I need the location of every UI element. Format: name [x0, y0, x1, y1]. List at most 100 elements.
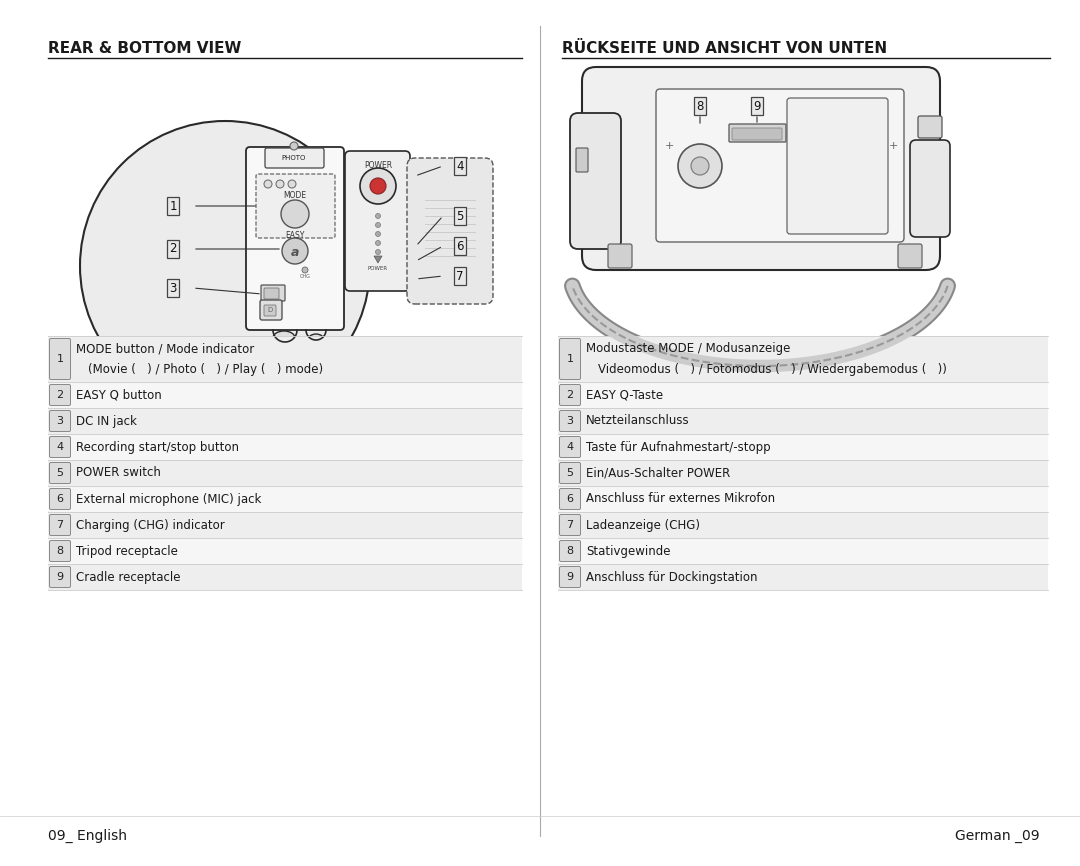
Circle shape	[376, 249, 380, 255]
Circle shape	[376, 241, 380, 245]
Text: POWER: POWER	[364, 161, 392, 171]
FancyBboxPatch shape	[656, 89, 904, 242]
FancyBboxPatch shape	[407, 158, 492, 304]
Text: EASY Q button: EASY Q button	[76, 389, 162, 402]
Text: 9: 9	[753, 100, 760, 113]
Bar	[48, 564, 522, 590]
Text: EASY: EASY	[285, 231, 305, 241]
Text: Recording start/stop button: Recording start/stop button	[76, 441, 239, 454]
Text: 6: 6	[56, 494, 64, 504]
Text: D: D	[268, 307, 272, 313]
Text: PHOTO: PHOTO	[282, 155, 307, 161]
Text: 2: 2	[170, 242, 177, 255]
Text: 4: 4	[566, 442, 573, 452]
FancyBboxPatch shape	[50, 410, 70, 431]
Text: External microphone (MIC) jack: External microphone (MIC) jack	[76, 493, 261, 506]
FancyBboxPatch shape	[50, 436, 70, 457]
Text: 8: 8	[566, 546, 573, 556]
Text: Ein/Aus-Schalter POWER: Ein/Aus-Schalter POWER	[586, 467, 730, 480]
FancyBboxPatch shape	[582, 67, 940, 270]
Bar	[48, 512, 522, 538]
FancyBboxPatch shape	[264, 288, 279, 299]
Circle shape	[370, 178, 386, 194]
Text: Tripod receptacle: Tripod receptacle	[76, 545, 178, 558]
Bar	[48, 382, 522, 408]
FancyBboxPatch shape	[264, 305, 276, 316]
Bar	[48, 408, 522, 434]
Text: Anschluss für Dockingstation: Anschluss für Dockingstation	[586, 571, 757, 584]
Text: 4: 4	[56, 442, 64, 452]
Text: 9: 9	[566, 572, 573, 582]
Text: 3: 3	[170, 281, 177, 294]
Bar	[558, 486, 1048, 512]
Text: RÜCKSEITE UND ANSICHT VON UNTEN: RÜCKSEITE UND ANSICHT VON UNTEN	[562, 41, 887, 56]
Circle shape	[678, 144, 723, 188]
Polygon shape	[374, 256, 382, 263]
Text: a: a	[291, 245, 299, 258]
FancyBboxPatch shape	[50, 566, 70, 587]
Circle shape	[291, 142, 298, 150]
Bar	[558, 460, 1048, 486]
Circle shape	[376, 223, 380, 228]
Text: Taste für Aufnahmestart/-stopp: Taste für Aufnahmestart/-stopp	[586, 441, 771, 454]
Text: MODE: MODE	[283, 191, 307, 201]
Text: 7: 7	[56, 520, 64, 530]
FancyBboxPatch shape	[50, 514, 70, 535]
Bar	[558, 512, 1048, 538]
FancyBboxPatch shape	[729, 124, 786, 142]
Circle shape	[302, 267, 308, 273]
Text: Anschluss für externes Mikrofon: Anschluss für externes Mikrofon	[586, 493, 775, 506]
FancyBboxPatch shape	[260, 300, 282, 320]
FancyBboxPatch shape	[50, 462, 70, 483]
Text: 1: 1	[56, 354, 64, 364]
Text: Videomodus (   ) / Fotomodus (   ) / Wiedergabemodus (   )): Videomodus ( ) / Fotomodus ( ) / Wiederg…	[598, 363, 947, 376]
Circle shape	[276, 180, 284, 188]
Circle shape	[282, 238, 308, 264]
Bar	[48, 486, 522, 512]
FancyBboxPatch shape	[570, 113, 621, 249]
FancyBboxPatch shape	[559, 488, 581, 509]
Bar	[558, 408, 1048, 434]
Circle shape	[288, 180, 296, 188]
Ellipse shape	[308, 334, 324, 346]
Text: German _09: German _09	[956, 829, 1040, 843]
Text: Cradle receptacle: Cradle receptacle	[76, 571, 180, 584]
FancyBboxPatch shape	[787, 98, 888, 234]
FancyBboxPatch shape	[576, 148, 588, 172]
Text: Charging (CHG) indicator: Charging (CHG) indicator	[76, 519, 225, 532]
Circle shape	[264, 180, 272, 188]
Bar	[48, 460, 522, 486]
Circle shape	[691, 157, 708, 175]
FancyBboxPatch shape	[50, 488, 70, 509]
Text: CHG: CHG	[299, 274, 310, 279]
FancyBboxPatch shape	[910, 140, 950, 237]
Text: 8: 8	[697, 100, 704, 113]
Circle shape	[360, 168, 396, 204]
FancyBboxPatch shape	[559, 462, 581, 483]
Text: 5: 5	[56, 468, 64, 478]
Text: 7: 7	[566, 520, 573, 530]
Text: 6: 6	[456, 240, 463, 253]
Text: REAR & BOTTOM VIEW: REAR & BOTTOM VIEW	[48, 41, 241, 56]
FancyBboxPatch shape	[50, 339, 70, 379]
Text: 2: 2	[56, 390, 64, 400]
Text: 3: 3	[56, 416, 64, 426]
Text: DC IN jack: DC IN jack	[76, 415, 137, 428]
Text: 5: 5	[567, 468, 573, 478]
Bar	[48, 336, 522, 382]
Ellipse shape	[273, 331, 295, 345]
Text: 5: 5	[457, 210, 463, 223]
FancyBboxPatch shape	[50, 385, 70, 405]
Text: 4: 4	[456, 159, 463, 172]
FancyBboxPatch shape	[559, 385, 581, 405]
Text: POWER switch: POWER switch	[76, 467, 161, 480]
FancyBboxPatch shape	[559, 410, 581, 431]
Text: 1: 1	[170, 199, 177, 212]
FancyBboxPatch shape	[559, 540, 581, 561]
FancyBboxPatch shape	[897, 244, 922, 268]
FancyBboxPatch shape	[261, 285, 285, 301]
Text: Ladeanzeige (CHG): Ladeanzeige (CHG)	[586, 519, 700, 532]
Circle shape	[80, 121, 370, 411]
Text: +: +	[889, 141, 897, 151]
FancyBboxPatch shape	[246, 147, 345, 330]
